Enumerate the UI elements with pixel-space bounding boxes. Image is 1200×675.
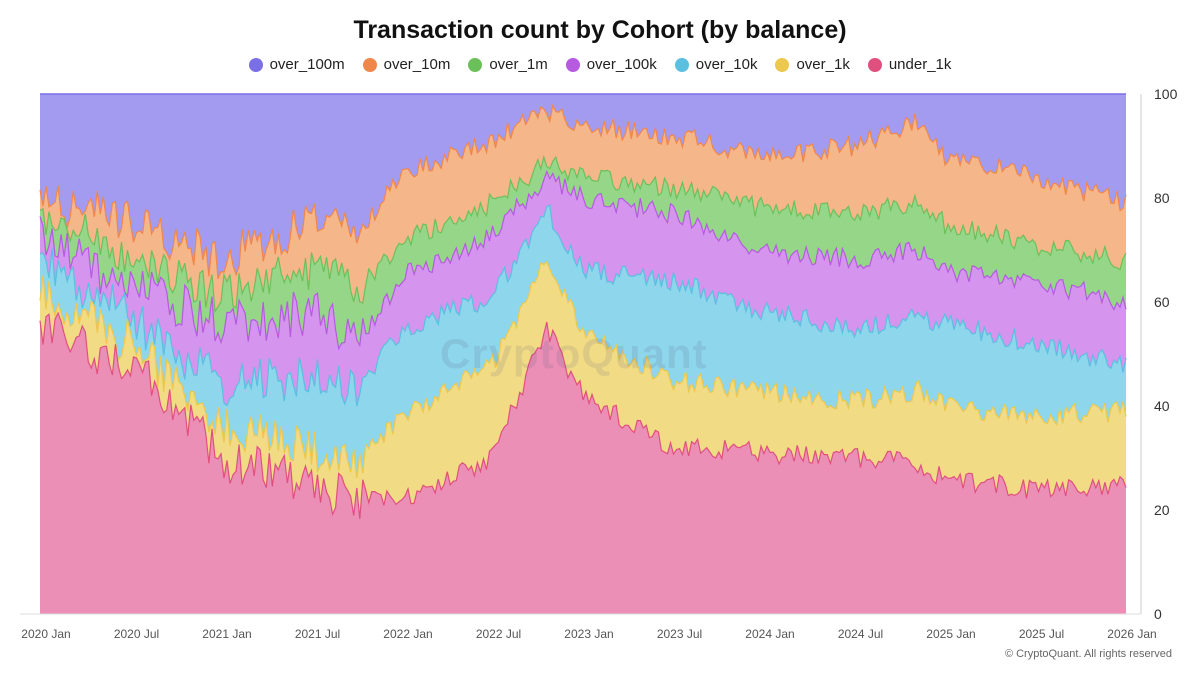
x-tick-label: 2024 Jul <box>838 627 883 641</box>
x-tick-label: 2026 Jan <box>1107 627 1156 641</box>
area-under-1k <box>40 313 1126 614</box>
copyright-notice: © CryptoQuant. All rights reserved <box>1004 648 1172 660</box>
x-tick-label: 2020 Jan <box>21 627 70 641</box>
legend: over_100m over_10m over_1m over_100k ove… <box>0 56 1200 73</box>
y-tick-label: 100 <box>1154 86 1178 102</box>
x-tick-label: 2025 Jul <box>1019 627 1064 641</box>
legend-swatch <box>565 57 580 72</box>
chart-title: Transaction count by Cohort (by balance) <box>353 16 847 44</box>
x-tick-label: 2022 Jan <box>383 627 432 641</box>
line-over-10k <box>39 204 1127 407</box>
legend-label: over_1k <box>796 56 850 73</box>
legend-label: over_100k <box>586 56 657 73</box>
x-tick-label: 2023 Jan <box>564 627 613 641</box>
y-tick-label: 0 <box>1154 606 1162 622</box>
legend-swatch <box>775 57 790 72</box>
legend-item-under-1k[interactable]: under_1k <box>867 56 952 73</box>
line-over-1k <box>39 260 1127 479</box>
y-tick-label: 20 <box>1154 502 1170 518</box>
legend-swatch <box>362 57 377 72</box>
legend-item-over-10m[interactable]: over_10m <box>362 56 451 73</box>
legend-label: over_10m <box>383 56 451 73</box>
line-over-1m <box>39 154 1127 314</box>
x-tick-label: 2024 Jan <box>745 627 794 641</box>
x-tick-label: 2020 Jul <box>114 627 159 641</box>
legend-label: over_1m <box>489 56 548 73</box>
x-tick-label: 2021 Jul <box>295 627 340 641</box>
legend-swatch <box>867 57 882 72</box>
legend-swatch <box>468 57 483 72</box>
legend-item-over-1m[interactable]: over_1m <box>468 56 548 73</box>
legend-label: under_1k <box>888 56 952 73</box>
legend-label: over_10k <box>695 56 758 73</box>
x-tick-label: 2021 Jan <box>202 627 251 641</box>
x-tick-label: 2023 Jul <box>657 627 702 641</box>
legend-item-over-1k[interactable]: over_1k <box>775 56 850 73</box>
y-tick-label: 60 <box>1154 294 1170 310</box>
line-under-1k <box>39 311 1127 519</box>
legend-item-over-100m[interactable]: over_100m <box>248 56 345 73</box>
legend-item-over-100k[interactable]: over_100k <box>565 56 657 73</box>
legend-swatch <box>674 57 689 72</box>
x-tick-label: 2025 Jan <box>926 627 975 641</box>
line-over-10m <box>39 103 1127 279</box>
y-tick-label: 40 <box>1154 398 1170 414</box>
line-over-100k <box>39 169 1127 351</box>
legend-swatch <box>248 57 263 72</box>
y-tick-label: 80 <box>1154 190 1170 206</box>
axes-layer: 0 20 40 60 80 100 2020 Jan 2020 Jul 2021 Jan 2021… <box>20 86 1178 641</box>
legend-item-over-10k[interactable]: over_10k <box>674 56 758 73</box>
legend-label: over_100m <box>269 56 345 73</box>
x-tick-label: 2022 Jul <box>476 627 521 641</box>
areas-layer <box>39 93 1127 614</box>
